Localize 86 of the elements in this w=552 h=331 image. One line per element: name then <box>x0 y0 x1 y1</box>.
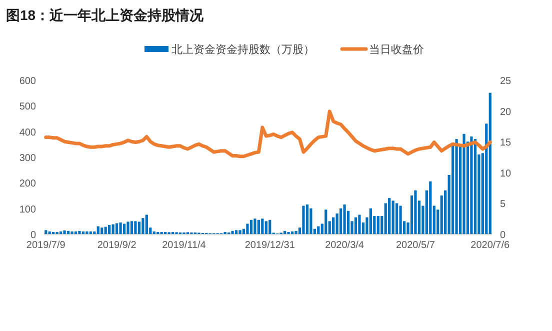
bar <box>376 216 380 234</box>
bar <box>264 221 268 234</box>
bar <box>254 218 256 234</box>
bar <box>310 208 312 234</box>
bar <box>455 139 458 234</box>
x-tick-label: 2020/5/7 <box>396 240 436 251</box>
bar <box>82 231 85 234</box>
bar <box>130 221 134 234</box>
bar <box>358 214 361 234</box>
bar <box>343 204 346 234</box>
bar <box>152 231 156 234</box>
bar <box>257 220 260 234</box>
bar <box>332 217 335 234</box>
bar <box>488 92 492 234</box>
bar <box>369 208 372 234</box>
bar <box>78 230 81 234</box>
bar <box>392 200 394 234</box>
bar <box>414 190 417 234</box>
y2-tick-label: 10 <box>500 168 512 180</box>
bar <box>112 224 114 234</box>
bar <box>100 228 104 234</box>
bar <box>59 231 62 234</box>
y-tick-label: 500 <box>19 102 36 113</box>
bar <box>70 231 74 234</box>
bar <box>115 223 118 234</box>
x-tick-label: 2019/9/2 <box>97 240 137 251</box>
y-tick-label: 100 <box>19 204 36 216</box>
y2-tick-label: 0 <box>500 230 506 241</box>
bar <box>74 231 78 234</box>
bar <box>246 224 249 234</box>
bar <box>108 225 111 234</box>
bar <box>122 224 126 234</box>
bar <box>134 221 137 234</box>
legend-label: 北上资金资金持股数（万股） <box>172 43 314 56</box>
x-tick-label: 2019/11/4 <box>162 240 206 251</box>
x-tick-label: 2020/3/4 <box>325 240 364 251</box>
bar <box>86 231 88 234</box>
bar <box>462 134 466 234</box>
bar <box>290 231 294 234</box>
bar <box>268 220 272 234</box>
bar <box>429 181 432 234</box>
bar <box>104 226 107 234</box>
bar <box>399 206 402 234</box>
bar <box>119 222 122 234</box>
y-tick-label: 300 <box>19 153 36 164</box>
bar <box>306 204 309 234</box>
y2-tick-label: 5 <box>500 199 506 210</box>
line-series <box>44 110 492 158</box>
bar <box>234 230 238 234</box>
bar <box>89 231 92 234</box>
bar <box>302 206 305 234</box>
bar <box>250 220 253 234</box>
bar <box>66 230 70 234</box>
bar <box>63 230 66 234</box>
bar <box>231 230 234 234</box>
bar <box>324 210 328 234</box>
y-tick-label: 400 <box>19 127 36 138</box>
bar <box>474 139 477 234</box>
x-tick-label: 2019/7/9 <box>26 240 66 251</box>
bar <box>388 198 391 234</box>
bar <box>238 230 242 234</box>
bar <box>44 230 48 234</box>
y-tick-label: 200 <box>19 178 36 190</box>
x-tick-label: 2020/7/6 <box>470 240 510 251</box>
y2-tick-label: 20 <box>500 106 512 118</box>
bar <box>339 208 342 234</box>
bar <box>470 136 473 234</box>
bar <box>261 218 264 234</box>
legend-label: 当日收盘价 <box>369 44 424 56</box>
y-tick-label: 600 <box>19 76 36 87</box>
chart-title: 图18：近一年北上资金持股情况 <box>6 7 205 23</box>
bar <box>354 217 358 234</box>
bar <box>96 226 100 234</box>
bar <box>48 231 51 234</box>
y2-tick-label: 25 <box>500 76 512 87</box>
bar <box>283 230 286 234</box>
bar <box>145 214 148 234</box>
bar <box>395 203 398 234</box>
bar <box>294 230 298 234</box>
x-tick-label: 2019/12/31 <box>244 240 296 251</box>
bar <box>126 222 130 234</box>
bar <box>138 222 141 234</box>
bar <box>317 226 320 234</box>
bar <box>142 218 144 234</box>
y2-tick-label: 15 <box>500 138 512 149</box>
y-tick-label: 0 <box>30 230 36 241</box>
